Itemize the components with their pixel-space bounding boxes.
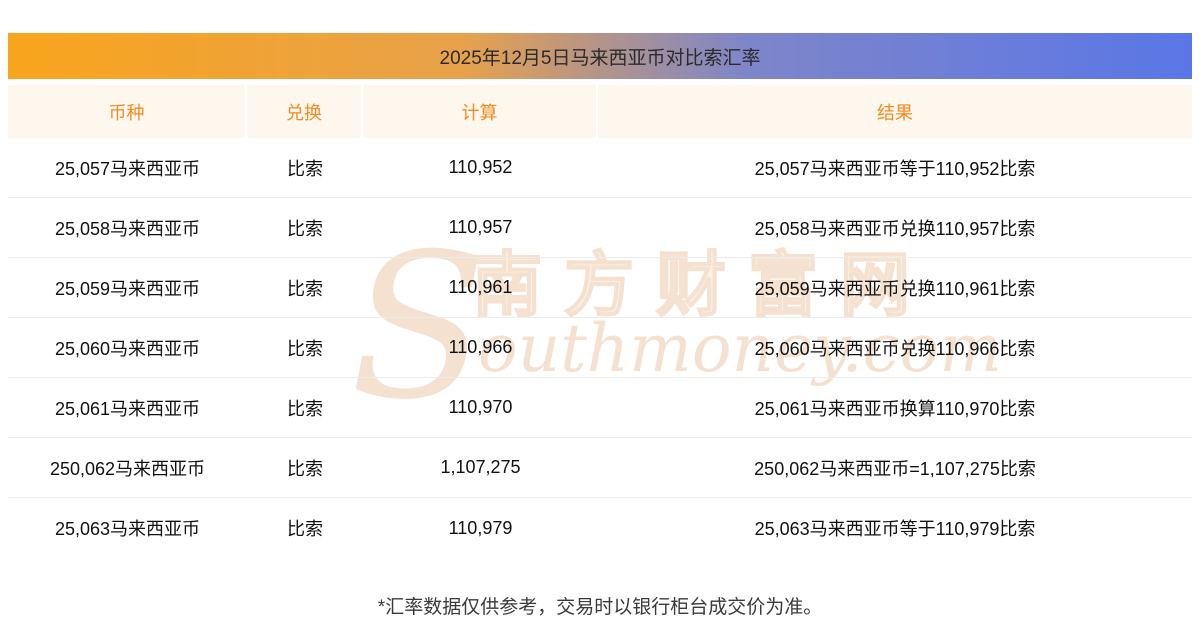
- cell-currency: 25,059马来西亚币: [54, 278, 201, 299]
- column-header-calculation: 计算: [363, 85, 598, 138]
- exchange-rate-table: 币种 兑换 计算 结果 25,057马来西亚币 比索 110,952 25,057马来…: [8, 85, 1192, 558]
- cell-calculation: 110,970: [448, 397, 513, 417]
- cell-calculation: 110,957: [448, 217, 513, 237]
- cell-result: 25,063马来西亚币等于110,979比索: [754, 519, 1036, 539]
- table-row: 25,061马来西亚币 比索 110,970 25,061马来西亚币换算110,970…: [8, 378, 1192, 438]
- cell-result: 25,057马来西亚币等于110,952比索: [754, 158, 1036, 179]
- cell-exchange: 比索: [287, 338, 323, 359]
- column-header-exchange: 兑换: [247, 85, 363, 138]
- column-header-currency: 币种: [8, 85, 247, 138]
- cell-exchange: 比索: [287, 278, 323, 299]
- cell-exchange: 比索: [287, 218, 323, 239]
- cell-calculation: 110,979: [448, 517, 513, 538]
- table-row: 25,060马来西亚币 比索 110,966 25,060马来西亚币兑换110,966…: [8, 318, 1192, 378]
- cell-exchange: 比索: [287, 519, 323, 539]
- table-row: 25,063马来西亚币 比索 110,979 25,063马来西亚币等于110,979…: [8, 498, 1192, 558]
- cell-currency: 25,063马来西亚币: [54, 519, 201, 539]
- column-header-result: 结果: [877, 102, 913, 123]
- cell-currency: 25,061马来西亚币: [54, 398, 201, 419]
- cell-result: 25,061马来西亚币换算110,970比索: [754, 398, 1036, 419]
- cell-calculation: 110,952: [448, 157, 513, 177]
- table-row: 25,057马来西亚币 比索 110,952 25,057马来西亚币等于110,952…: [8, 138, 1192, 198]
- cell-calculation: 110,966: [448, 337, 513, 357]
- title-bar: 2025年12月5日马来西亚币对比索汇率: [8, 33, 1192, 79]
- table-row: 25,059马来西亚币 比索 110,961 25,059马来西亚币兑换110,961…: [8, 258, 1192, 318]
- cell-calculation: 1,107,275: [440, 457, 521, 477]
- cell-result: 25,058马来西亚币兑换110,957比索: [754, 218, 1036, 239]
- cell-exchange: 比索: [287, 458, 323, 479]
- cell-result: 250,062马来西亚币=1,107,275比索: [754, 458, 1036, 479]
- cell-currency: 25,060马来西亚币: [54, 338, 201, 359]
- cell-result: 25,059马来西亚币兑换110,961比索: [754, 278, 1036, 299]
- page-title: 2025年12月5日马来西亚币对比索汇率: [439, 47, 761, 69]
- table-body: 25,057马来西亚币 比索 110,952 25,057马来西亚币等于110,952…: [8, 138, 1192, 558]
- table-row: 25,058马来西亚币 比索 110,957 25,058马来西亚币兑换110,957…: [8, 198, 1192, 258]
- cell-exchange: 比索: [287, 398, 323, 419]
- cell-currency: 25,057马来西亚币: [54, 158, 201, 179]
- cell-result: 25,060马来西亚币兑换110,966比索: [754, 338, 1036, 359]
- cell-exchange: 比索: [287, 158, 323, 179]
- footer-disclaimer: *汇率数据仅供参考，交易时以银行柜台成交价为准。: [377, 597, 823, 618]
- cell-currency: 25,058马来西亚币: [54, 218, 201, 239]
- table-row: 250,062马来西亚币 比索 1,107,275 250,062马来西亚币=1,10…: [8, 438, 1192, 498]
- table-header-row: 币种 兑换 计算 结果: [8, 85, 1192, 138]
- cell-calculation: 110,961: [448, 277, 513, 297]
- cell-currency: 250,062马来西亚币: [49, 458, 206, 479]
